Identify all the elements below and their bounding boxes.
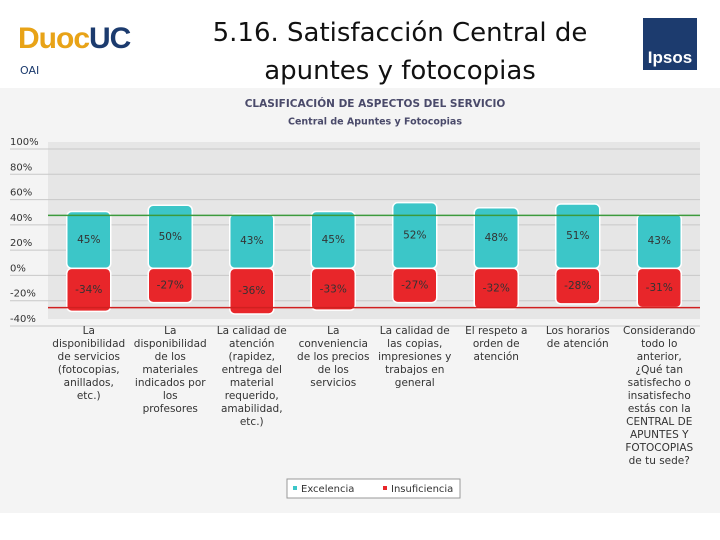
y-tick-label: 0% bbox=[10, 263, 26, 274]
data-label: -27% bbox=[157, 279, 184, 291]
legend-box bbox=[286, 478, 461, 499]
x-tick-label: La calidad de las copias, impresiones y … bbox=[378, 325, 452, 389]
x-tick-label: La disponibilidad de servicios (fotocopi… bbox=[52, 325, 126, 402]
x-tick-label: El respeto a orden de atención bbox=[465, 325, 528, 363]
bar bbox=[392, 267, 438, 304]
data-label: -27% bbox=[401, 279, 428, 291]
legend-label: Excelencia bbox=[301, 484, 354, 495]
legend-label: Insuficiencia bbox=[391, 484, 453, 495]
bar bbox=[229, 267, 275, 315]
bar bbox=[147, 267, 193, 304]
data-label: 45% bbox=[322, 234, 345, 246]
x-tick-label: La conveniencia de los precios de los se… bbox=[297, 325, 370, 389]
data-label: -31% bbox=[646, 282, 673, 294]
x-tick-label: La calidad de atención (rapidez, entrega… bbox=[216, 325, 287, 428]
y-tick-label: 20% bbox=[10, 238, 32, 249]
y-tick-label: 100% bbox=[10, 137, 39, 148]
logo-left: DuocUC bbox=[18, 22, 131, 56]
data-label: -33% bbox=[320, 283, 347, 295]
y-tick-label: 40% bbox=[10, 213, 32, 224]
y-tick-label: 60% bbox=[10, 188, 32, 199]
y-tick-label: -20% bbox=[10, 289, 36, 300]
x-tick-label: Los horarios de atención bbox=[545, 325, 610, 350]
logo-left-b: UC bbox=[89, 22, 131, 55]
chart-title: CLASIFICACIÓN DE ASPECTOS DEL SERVICIO bbox=[245, 97, 506, 110]
data-label: 43% bbox=[648, 235, 671, 247]
y-tick-label: -40% bbox=[10, 314, 36, 325]
slide-title: 5.16. Satisfacción Central de apuntes y … bbox=[212, 18, 588, 86]
data-label: -32% bbox=[483, 283, 510, 295]
data-label: 51% bbox=[566, 230, 589, 242]
logo-left-a: Duoc bbox=[18, 22, 90, 55]
bar bbox=[310, 267, 356, 311]
data-label: -36% bbox=[238, 285, 265, 297]
bar bbox=[555, 267, 601, 305]
data-label: 52% bbox=[403, 230, 426, 242]
data-label: 45% bbox=[77, 234, 100, 246]
bar bbox=[473, 267, 519, 310]
logo-right: Ipsos bbox=[643, 18, 697, 70]
legend-swatch bbox=[383, 486, 387, 490]
plot-area bbox=[48, 142, 700, 319]
unit-label: OAI bbox=[20, 64, 40, 77]
data-label: -28% bbox=[564, 280, 591, 292]
bar bbox=[66, 267, 112, 313]
chart-subtitle: Central de Apuntes y Fotocopias bbox=[288, 117, 462, 128]
legend-swatch bbox=[293, 486, 297, 490]
x-tick-label: Considerando todo lo anterior, ¿Qué tan … bbox=[623, 325, 696, 467]
data-label: 48% bbox=[485, 232, 508, 244]
y-tick-label: 80% bbox=[10, 162, 32, 173]
data-label: 50% bbox=[159, 231, 182, 243]
data-label: -34% bbox=[75, 284, 102, 296]
x-tick-label: La disponibilidad de los materiales indi… bbox=[133, 325, 207, 415]
data-label: 43% bbox=[240, 235, 263, 247]
